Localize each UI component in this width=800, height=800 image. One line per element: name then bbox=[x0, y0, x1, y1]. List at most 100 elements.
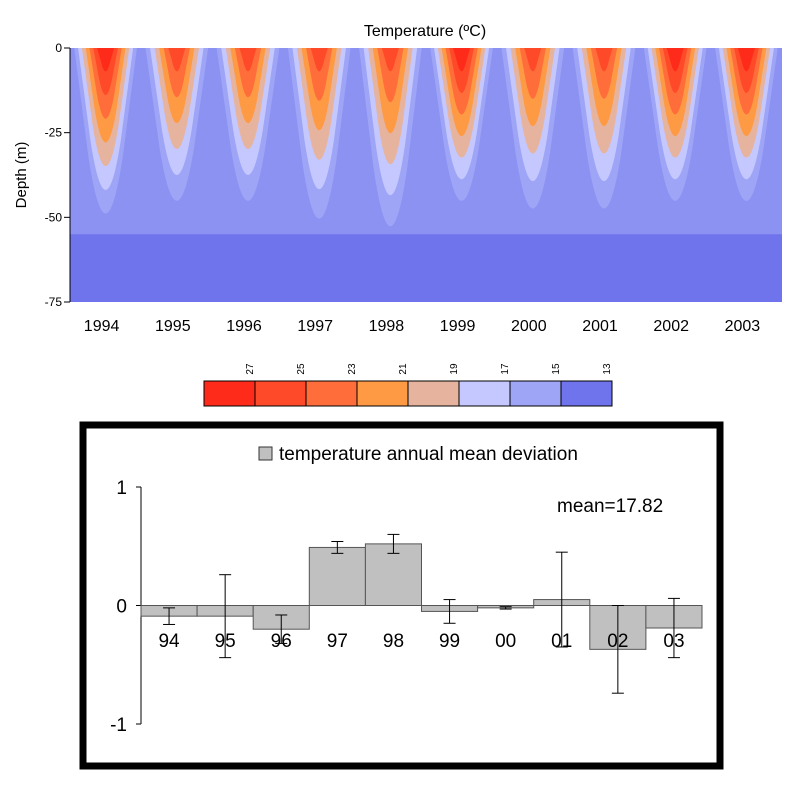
chart-frame bbox=[79, 421, 724, 770]
bar-95 bbox=[196, 605, 254, 617]
error-bar-03 bbox=[667, 597, 680, 659]
y-tick-label: -75 bbox=[45, 295, 63, 309]
bar-96 bbox=[252, 605, 310, 630]
season-1994 bbox=[74, 48, 137, 214]
colorbar-label: 15 bbox=[551, 363, 562, 375]
temp-contour-25 bbox=[93, 48, 118, 96]
colorbar-swatch bbox=[203, 380, 256, 407]
season-1997 bbox=[287, 48, 351, 219]
category-label: 97 bbox=[327, 631, 348, 652]
x-tick-label: 1999 bbox=[440, 318, 476, 335]
bars bbox=[140, 543, 703, 650]
y-axis-label: Depth (m) bbox=[13, 142, 30, 209]
bar-category-labels: 94 95 96 97 98 99 00 01 02 03 bbox=[158, 631, 684, 652]
colorbar-swatch bbox=[509, 380, 562, 407]
temp-contour-23 bbox=[590, 48, 618, 99]
bar-98 bbox=[364, 543, 422, 607]
error-bar-94 bbox=[163, 607, 176, 625]
category-label: 98 bbox=[383, 631, 404, 652]
temp-contour-27 bbox=[453, 48, 471, 72]
bar-97 bbox=[308, 546, 366, 606]
colorbar-label: 27 bbox=[245, 363, 256, 375]
x-tick-label: 1997 bbox=[297, 318, 333, 335]
x-tick-label: 1995 bbox=[155, 318, 191, 335]
colorbar-swatch bbox=[458, 380, 511, 407]
colorbar-swatch bbox=[407, 380, 460, 407]
season-2000 bbox=[501, 48, 565, 209]
y-axis-ticks: 0 -25 -50 -75 bbox=[45, 41, 70, 309]
colorbar-label: 19 bbox=[449, 363, 460, 375]
bar-00 bbox=[477, 605, 535, 609]
bar-94 bbox=[140, 605, 198, 617]
bar-02 bbox=[589, 605, 647, 650]
x-tick-label: 2003 bbox=[725, 318, 761, 335]
error-bars bbox=[163, 533, 680, 694]
temp-contour-25 bbox=[168, 48, 186, 72]
colorbar-label: 17 bbox=[500, 363, 511, 375]
colorbar-label: 21 bbox=[398, 363, 409, 375]
category-label: 99 bbox=[439, 631, 460, 652]
temp-contour-23 bbox=[377, 48, 404, 103]
legend-swatch bbox=[258, 446, 273, 461]
temp-contour-25 bbox=[239, 48, 257, 72]
temp-contour-23 bbox=[519, 48, 546, 99]
season-2001 bbox=[572, 48, 636, 209]
colorbar-swatch bbox=[356, 380, 409, 407]
legend-label: temperature annual mean deviation bbox=[279, 444, 578, 465]
error-bar-01 bbox=[555, 551, 568, 648]
error-bar-99 bbox=[443, 599, 456, 624]
temp-contour-23 bbox=[234, 48, 262, 98]
x-tick-label: 1996 bbox=[226, 318, 262, 335]
bar-03 bbox=[645, 605, 703, 629]
bar-01 bbox=[533, 599, 591, 607]
season-2003 bbox=[715, 48, 778, 201]
category-label: 02 bbox=[607, 631, 628, 652]
category-label: 03 bbox=[663, 631, 684, 652]
season-2002 bbox=[643, 48, 707, 201]
x-tick-label: 2002 bbox=[653, 318, 689, 335]
y-tick-label: 0 bbox=[116, 597, 127, 618]
temp-contour-25 bbox=[381, 48, 399, 72]
season-1996 bbox=[216, 48, 280, 201]
heatmap-deep-layer bbox=[70, 234, 782, 302]
error-bar-00 bbox=[499, 606, 512, 610]
temp-contour-25 bbox=[524, 48, 542, 72]
category-label: 01 bbox=[551, 631, 572, 652]
x-axis-ticks: 1994 1995 1996 1997 1998 1999 2000 2001 2002 2003 bbox=[84, 318, 760, 335]
error-bar-02 bbox=[611, 605, 624, 694]
category-label: 94 bbox=[158, 631, 180, 652]
bar-y-axis-ticks: 1 0 -1 bbox=[110, 478, 141, 736]
error-bar-97 bbox=[331, 541, 344, 554]
chart-title: Temperature (ºC) bbox=[364, 23, 486, 40]
y-tick-label: -1 bbox=[110, 715, 127, 736]
error-bar-95 bbox=[219, 574, 232, 659]
colorbar-label: 25 bbox=[296, 363, 307, 375]
colorbar-swatch bbox=[560, 380, 613, 407]
colorbar-swatch bbox=[305, 380, 358, 407]
mean-annotation: mean=17.82 bbox=[557, 496, 663, 517]
colorbar-label: 23 bbox=[347, 363, 358, 375]
temp-contour-25 bbox=[310, 48, 328, 72]
temp-contour-23 bbox=[306, 48, 333, 101]
temp-contour-25 bbox=[595, 48, 613, 72]
colorbar: 27 25 23 21 19 17 15 13 bbox=[203, 363, 613, 407]
error-bar-96 bbox=[275, 614, 288, 644]
x-tick-label: 1998 bbox=[369, 318, 405, 335]
heatmap-seasons bbox=[74, 48, 778, 227]
season-1999 bbox=[430, 48, 493, 201]
season-1998 bbox=[359, 48, 422, 227]
y-tick-label: -50 bbox=[45, 210, 63, 224]
category-label: 00 bbox=[495, 631, 516, 652]
y-tick-label: -25 bbox=[45, 126, 63, 140]
temp-contour-23 bbox=[163, 48, 190, 98]
x-tick-label: 1994 bbox=[84, 318, 120, 335]
x-tick-label: 2001 bbox=[582, 318, 618, 335]
category-label: 95 bbox=[215, 631, 236, 652]
y-tick-label: 1 bbox=[116, 478, 127, 499]
x-tick-label: 2000 bbox=[511, 318, 547, 335]
category-label: 96 bbox=[271, 631, 292, 652]
y-tick-label: 0 bbox=[55, 41, 62, 55]
temp-contour-27 bbox=[97, 48, 115, 72]
colorbar-swatch bbox=[254, 380, 307, 407]
error-bar-98 bbox=[387, 533, 400, 554]
